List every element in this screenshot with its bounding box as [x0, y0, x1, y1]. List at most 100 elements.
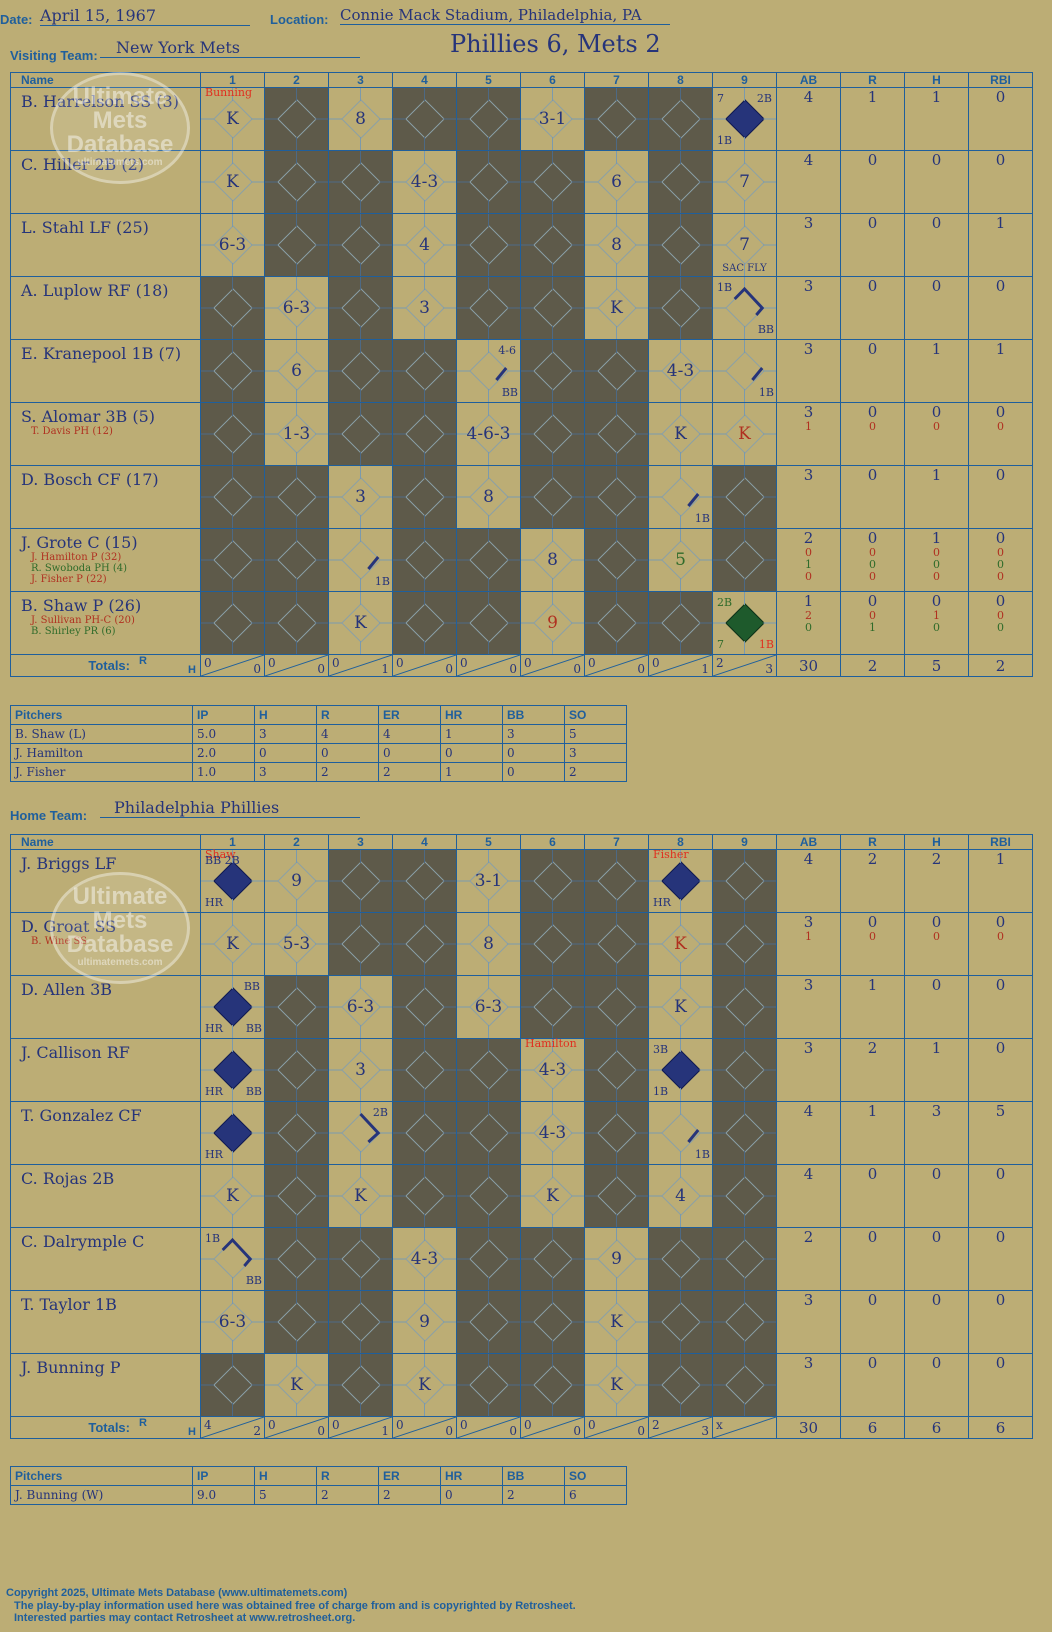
player-row: T. Gonzalez CF HR 2B 4-3 1B 4 1 3 5 — [10, 1101, 1033, 1165]
inning-header-8: 8 — [648, 72, 713, 88]
inning-header-3: 3 — [328, 72, 393, 88]
cell-guide-lines — [393, 466, 456, 528]
stat-value: 0 — [869, 930, 876, 943]
at-bat-cell — [648, 150, 713, 214]
stat-value: 4 — [803, 1102, 814, 1120]
pitcher-change-note: Hamilton — [525, 1037, 577, 1050]
cell-guide-lines — [329, 214, 392, 276]
stat-value: 0 — [933, 621, 940, 634]
inning-hits: 3 — [765, 662, 773, 676]
stat-value: 0 — [867, 1291, 878, 1309]
cell-guide-lines — [521, 1039, 584, 1101]
play-result: 6-3 — [282, 298, 311, 318]
at-bat-cell — [648, 1353, 713, 1417]
cell-guide-lines — [457, 277, 520, 339]
cell-guide-lines — [393, 1102, 456, 1164]
player-name-cell: J. Bunning P — [10, 1353, 201, 1417]
player-row: J. Bunning P K K K 3 0 0 0 — [10, 1353, 1033, 1417]
totals-label: Totals: — [88, 658, 130, 673]
cell-guide-lines — [201, 913, 264, 975]
at-bat-cell — [520, 975, 585, 1039]
base-note-br: BB — [757, 323, 774, 336]
total-divider — [329, 1417, 392, 1438]
stat-value: 1 — [995, 850, 1006, 868]
total-divider — [713, 1417, 776, 1438]
cell-guide-lines — [649, 850, 712, 912]
cell-guide-lines — [201, 529, 264, 591]
cell-guide-lines — [649, 214, 712, 276]
at-bat-cell — [712, 975, 777, 1039]
player-name: J. Bunning P — [21, 1358, 121, 1377]
player-name: C. Dalrymple C — [21, 1232, 145, 1251]
inning-hits: 0 — [253, 662, 261, 676]
cell-guide-lines — [585, 1354, 648, 1416]
inning-hits: 1 — [381, 662, 389, 676]
player-row: D. Allen 3B BB HR BB 6-3 6-3 K 3 1 0 0 — [10, 975, 1033, 1039]
total-stat: 6 — [840, 1416, 905, 1439]
inning-hits: 0 — [637, 1424, 645, 1438]
stat-header-h: H — [904, 72, 969, 88]
stat-header-h: H — [904, 834, 969, 850]
player-row: C. Rojas 2B K K K 4 4 0 0 0 — [10, 1164, 1033, 1228]
player-name: T. Gonzalez CF — [21, 1106, 142, 1125]
at-bat-cell — [328, 912, 393, 976]
cell-guide-lines — [649, 277, 712, 339]
cell-guide-lines — [713, 403, 776, 465]
inning-header-6: 6 — [520, 72, 585, 88]
base-note-tl: 1B — [717, 281, 733, 294]
cell-guide-lines — [521, 1102, 584, 1164]
at-bat-cell: K — [328, 591, 393, 655]
at-bat-cell — [264, 1101, 329, 1165]
cell-guide-lines — [393, 913, 456, 975]
stat-value: 1 — [931, 466, 942, 484]
stat-value: 4 — [803, 1165, 814, 1183]
pitching-header: H — [254, 1466, 317, 1486]
pitching-header: ER — [378, 1466, 441, 1486]
cell-guide-lines — [329, 976, 392, 1038]
stat-value: 0 — [995, 151, 1006, 169]
total-stat: 2 — [840, 654, 905, 677]
total-divider — [393, 1417, 456, 1438]
inning-header-3: 3 — [328, 834, 393, 850]
pitching-stat: 2 — [316, 762, 379, 782]
play-result: K — [610, 1375, 623, 1395]
cell-guide-lines — [649, 151, 712, 213]
player-row: S. Alomar 3B (5) T. Davis PH (12) 1-3 4-6-3… — [10, 402, 1033, 466]
player-name: T. Taylor 1B — [21, 1295, 117, 1314]
inning-hits: 0 — [573, 662, 581, 676]
runs-key: R — [139, 1417, 147, 1429]
total-divider — [201, 655, 264, 676]
inning-header-4: 4 — [392, 834, 457, 850]
at-bat-cell — [712, 912, 777, 976]
stat-rbi: 0 — [968, 1227, 1033, 1291]
at-bat-cell: 4-6-3 — [456, 402, 521, 466]
play-result: 8 — [355, 109, 366, 129]
cell-guide-lines — [201, 592, 264, 654]
stat-value: 0 — [867, 214, 878, 232]
cell-guide-lines — [265, 403, 328, 465]
at-bat-cell — [712, 849, 777, 913]
player-row: C. Hiller 2B (2) K 4-3 6 7 4 0 0 0 — [10, 150, 1033, 214]
inning-runs: 0 — [460, 656, 468, 670]
at-bat-cell: 9 — [584, 1227, 649, 1291]
stat-ab: 4 — [776, 87, 841, 151]
at-bat-cell: 9 — [392, 1290, 457, 1354]
stat-r: 0 — [840, 150, 905, 214]
stat-value: 0 — [867, 277, 878, 295]
total-divider — [201, 1417, 264, 1438]
cell-guide-lines — [393, 1165, 456, 1227]
at-bat-cell — [648, 591, 713, 655]
at-bat-cell — [200, 1353, 265, 1417]
cell-guide-lines — [521, 1354, 584, 1416]
stat-value: 3 — [803, 214, 814, 232]
at-bat-cell: 4-3 — [648, 339, 713, 403]
inning-runs: 2 — [652, 1418, 660, 1432]
cell-guide-lines — [649, 466, 712, 528]
pitching-stat: 3 — [502, 724, 565, 744]
pitching-stat: 4 — [316, 724, 379, 744]
